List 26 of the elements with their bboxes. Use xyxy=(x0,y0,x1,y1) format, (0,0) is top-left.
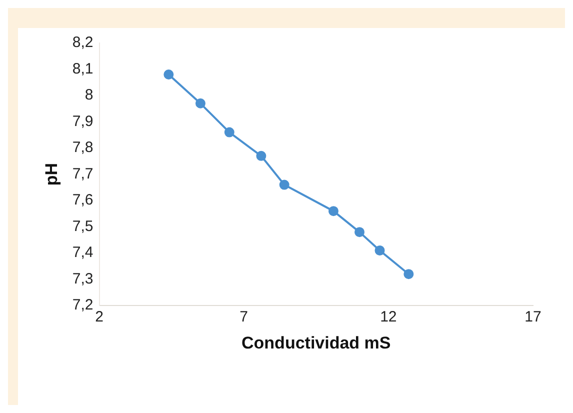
point xyxy=(279,180,290,190)
point xyxy=(224,127,234,138)
x-tick-label: 7 xyxy=(240,308,248,326)
y-tick-label: 7,7 xyxy=(72,165,94,182)
point xyxy=(195,98,206,108)
x-tick-label: 2 xyxy=(95,308,104,326)
x-tick-label: 12 xyxy=(380,308,397,326)
y-tick-label: 7,8 xyxy=(72,139,94,156)
point xyxy=(374,245,385,256)
y-tick-label: 7,4 xyxy=(72,244,94,262)
y-tick-label: 7,2 xyxy=(72,296,94,314)
x-axis-title: Conductividad mS xyxy=(242,333,391,352)
y-tick-label: 7,6 xyxy=(72,192,94,209)
y-tick-label: 7,3 xyxy=(72,270,94,288)
point xyxy=(404,269,414,280)
y-tick-label: 8,1 xyxy=(72,60,94,78)
y-tick-label: 7,5 xyxy=(72,218,94,235)
point xyxy=(354,227,364,238)
x-tick-label: 17 xyxy=(524,308,542,326)
y-tick-label: 8,2 xyxy=(72,34,94,52)
y-tick-label: 7,9 xyxy=(72,112,94,130)
y-axis-title: pH xyxy=(42,162,61,186)
point xyxy=(328,206,338,216)
point xyxy=(164,70,174,80)
point xyxy=(256,150,266,161)
y-tick-label: 8 xyxy=(84,86,94,104)
